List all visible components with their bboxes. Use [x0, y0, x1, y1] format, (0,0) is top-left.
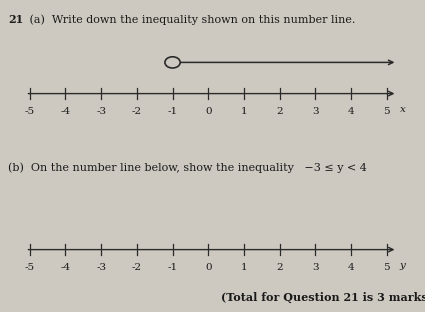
Text: (a)  Write down the inequality shown on this number line.: (a) Write down the inequality shown on t… — [26, 14, 355, 25]
Circle shape — [165, 57, 180, 68]
Text: (Total for Question 21 is 3 marks: (Total for Question 21 is 3 marks — [221, 291, 425, 303]
Text: -3: -3 — [96, 107, 106, 116]
Text: -5: -5 — [25, 263, 35, 272]
Text: -4: -4 — [60, 263, 71, 272]
Text: (b)  On the number line below, show the inequality   −3 ≤ y < 4: (b) On the number line below, show the i… — [8, 162, 367, 173]
Text: 4: 4 — [348, 107, 354, 116]
Text: 0: 0 — [205, 263, 212, 272]
Text: -2: -2 — [132, 107, 142, 116]
Text: 4: 4 — [348, 263, 354, 272]
Text: -1: -1 — [167, 263, 178, 272]
Text: 0: 0 — [205, 107, 212, 116]
Text: 5: 5 — [383, 263, 390, 272]
Text: x: x — [400, 105, 405, 114]
Text: 21: 21 — [8, 14, 24, 25]
Text: 1: 1 — [241, 263, 247, 272]
Text: 1: 1 — [241, 107, 247, 116]
Text: y: y — [400, 261, 405, 270]
Text: -3: -3 — [96, 263, 106, 272]
Text: 3: 3 — [312, 263, 319, 272]
Text: 5: 5 — [383, 107, 390, 116]
Text: -1: -1 — [167, 107, 178, 116]
Text: -2: -2 — [132, 263, 142, 272]
Text: -4: -4 — [60, 107, 71, 116]
Text: 2: 2 — [276, 107, 283, 116]
Text: 3: 3 — [312, 107, 319, 116]
Text: 2: 2 — [276, 263, 283, 272]
Text: -5: -5 — [25, 107, 35, 116]
